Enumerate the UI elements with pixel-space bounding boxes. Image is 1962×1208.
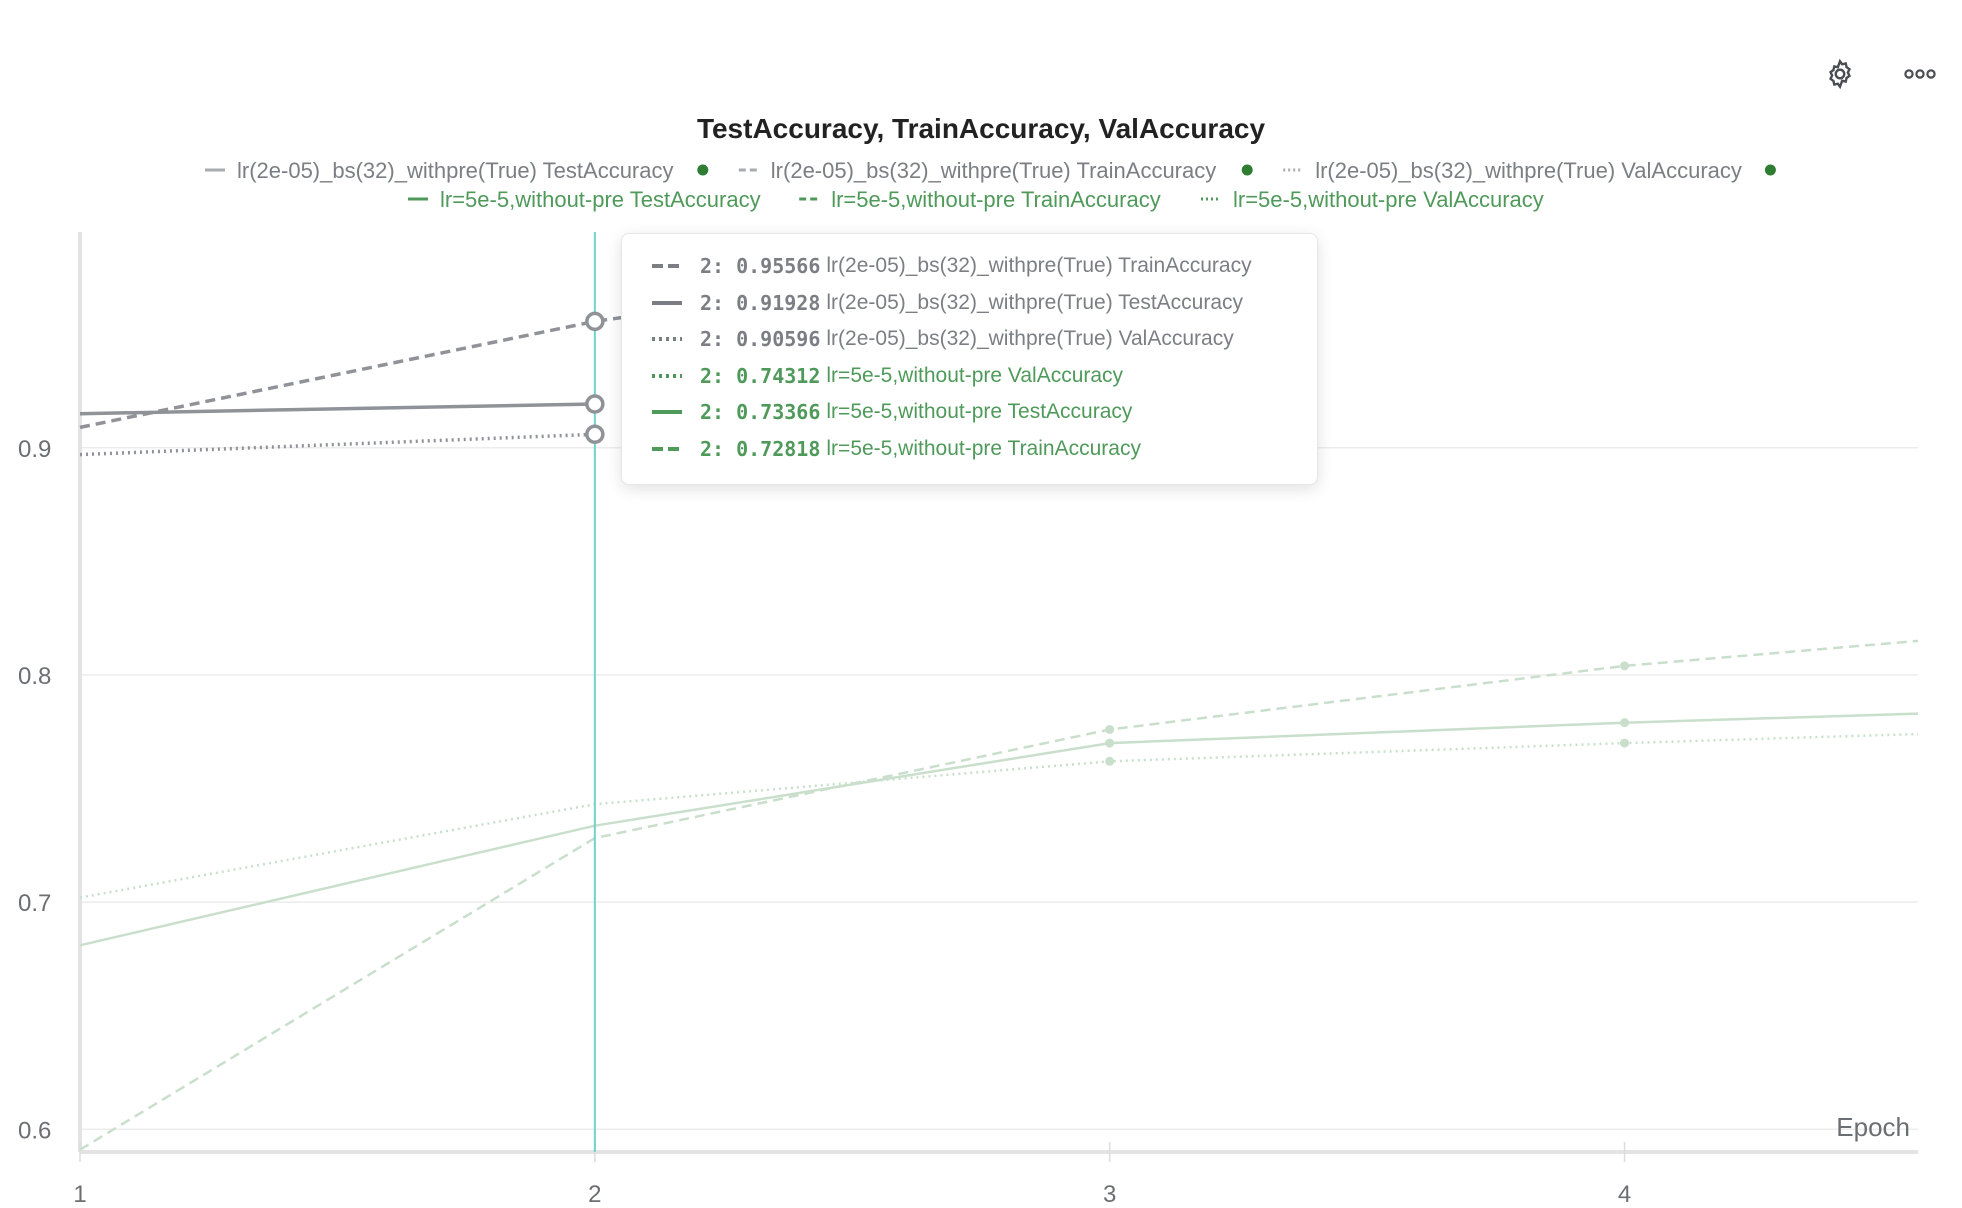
legend-label: lr(2e-05)_bs(32)_withpre(True) ValAccura… <box>1315 158 1742 183</box>
tooltip-series-name: lr=5e-5,without-pre ValAccuracy <box>826 363 1124 387</box>
legend-label: lr=5e-5,without-pre TrainAccuracy <box>831 187 1161 212</box>
tooltip-value: 0.91928 <box>736 290 821 315</box>
gear-icon <box>1829 58 1851 90</box>
tooltip-step: 2: <box>700 290 725 315</box>
series-line-3 <box>79 712 1919 947</box>
tooltip-value: 0.74312 <box>736 363 821 388</box>
hover-marker <box>585 311 605 332</box>
series-line-0 <box>79 402 595 416</box>
y-tick-label: 0.7 <box>18 890 51 917</box>
legend-label: lr(2e-05)_bs(32)_withpre(True) TrainAccu… <box>771 158 1216 183</box>
y-tick-label: 0.6 <box>18 1117 51 1144</box>
chart-title: TestAccuracy, TrainAccuracy, ValAccuracy <box>697 113 1266 144</box>
marker-layer <box>585 311 605 445</box>
more-horizontal-icon <box>1904 69 1936 79</box>
tooltip-value: 0.95566 <box>736 254 821 279</box>
tooltip-step: 2: <box>700 363 725 388</box>
series-point <box>1620 738 1630 748</box>
tooltip-row: 2: 0.72818 lr=5e-5,without-pre TrainAccura… <box>652 431 1317 468</box>
tooltip-swatch <box>652 373 682 378</box>
series-point <box>1620 661 1630 671</box>
hover-tooltip: 2: 0.95566 lr(2e-05)_bs(32)_withpre(True) … <box>621 233 1318 485</box>
hover-marker <box>585 424 605 445</box>
tooltip-step: 2: <box>700 400 725 425</box>
series-point <box>1105 738 1115 748</box>
y-tick-label: 0.9 <box>18 436 51 463</box>
series-point <box>1105 724 1115 734</box>
tooltip-series-name: lr(2e-05)_bs(32)_withpre(True) TestAccur… <box>826 290 1244 314</box>
tooltip-value: 0.90596 <box>736 327 821 352</box>
series-point <box>1620 718 1630 728</box>
legend-dot <box>1241 164 1253 176</box>
x-tick-label: 2 <box>588 1181 601 1208</box>
legend-label: lr=5e-5,without-pre TestAccuracy <box>440 187 761 212</box>
tooltip-value: 0.73366 <box>736 400 821 425</box>
grid <box>80 447 1918 1131</box>
legend: lr(2e-05)_bs(32)_withpre(True) TestAccur… <box>205 158 1776 212</box>
settings-button[interactable] <box>1818 52 1862 96</box>
tooltip-series-name: lr(2e-05)_bs(32)_withpre(True) ValAccura… <box>826 327 1234 351</box>
legend-label: lr(2e-05)_bs(32)_withpre(True) TestAccur… <box>237 158 674 183</box>
x-tick-label: 1 <box>73 1181 86 1208</box>
series-line-5 <box>79 732 1919 899</box>
tooltip-swatch <box>652 446 682 451</box>
tooltip-series-name: lr=5e-5,without-pre TrainAccuracy <box>826 436 1141 460</box>
tooltip-series-name: lr(2e-05)_bs(32)_withpre(True) TrainAccu… <box>826 254 1252 278</box>
tooltip-swatch <box>652 264 682 269</box>
hover-marker <box>585 394 605 414</box>
tooltip-series-name: lr=5e-5,without-pre TestAccuracy <box>826 400 1133 424</box>
series-line-4 <box>79 639 1919 1151</box>
tooltip-step: 2: <box>700 436 725 461</box>
tooltip-swatch <box>652 410 682 415</box>
x-tick-label: 3 <box>1103 1181 1116 1208</box>
x-tick-label: 4 <box>1618 1181 1631 1208</box>
tooltip-value: 0.72818 <box>736 436 821 461</box>
more-options-button[interactable] <box>1898 52 1942 96</box>
y-tick-label: 0.8 <box>18 663 51 690</box>
tooltip-row: 2: 0.74312 lr=5e-5,without-pre ValAccuracy <box>652 358 1317 395</box>
tooltip-step: 2: <box>700 327 725 352</box>
tooltip-swatch <box>652 300 682 305</box>
series-line-2 <box>79 432 595 457</box>
tooltip-row: 2: 0.90596 lr(2e-05)_bs(32)_withpre(True) … <box>652 321 1317 358</box>
legend-dot <box>697 164 709 176</box>
tooltip-row: 2: 0.91928 lr(2e-05)_bs(32)_withpre(True) … <box>652 285 1317 322</box>
axes: 0.6 0.7 0.8 0.9 1 2 3 4 <box>18 232 1918 1208</box>
tooltip-row: 2: 0.73366 lr=5e-5,without-pre TestAccurac… <box>652 394 1317 431</box>
tooltip-row: 2: 0.95566 lr(2e-05)_bs(32)_withpre(True) … <box>652 248 1317 285</box>
tooltip-swatch <box>652 337 682 342</box>
tooltip-step: 2: <box>700 254 725 279</box>
series-point <box>1105 756 1115 766</box>
x-axis-label: Epoch <box>1836 1112 1910 1142</box>
legend-dot <box>1764 164 1776 176</box>
legend-label: lr=5e-5,without-pre ValAccuracy <box>1233 187 1544 212</box>
